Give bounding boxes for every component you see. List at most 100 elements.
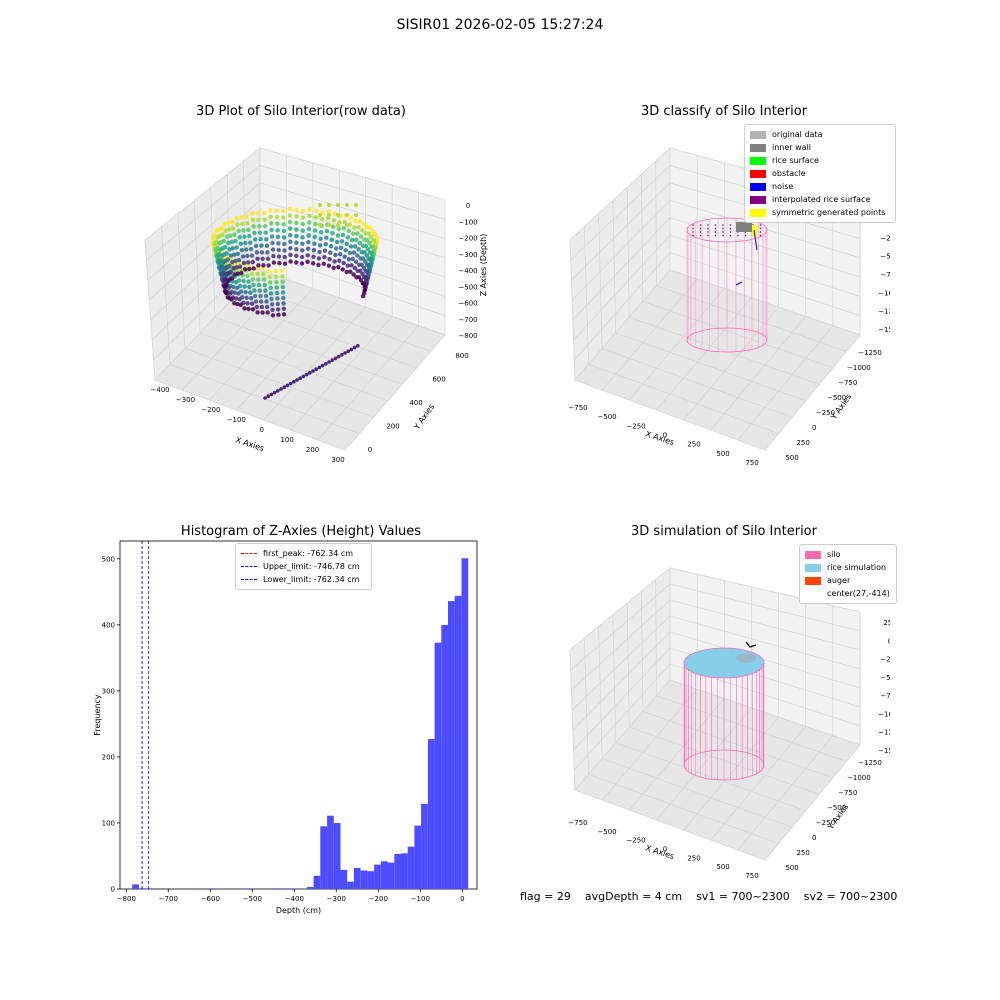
data-point: [281, 228, 287, 234]
data-point: [269, 227, 274, 233]
y-tick-label: 200: [102, 753, 115, 761]
histogram-bar: [448, 601, 455, 889]
histogram-bar: [246, 888, 254, 889]
grid-line: [669, 615, 861, 670]
data-point: [336, 223, 340, 227]
grid-line: [641, 174, 644, 302]
data-point: [304, 372, 309, 377]
grid-line: [263, 306, 366, 421]
data-point: [327, 203, 331, 207]
y-tick-label: −250: [816, 819, 835, 827]
data-point: [363, 243, 369, 249]
grid-line: [683, 716, 779, 831]
legend-swatch: [750, 182, 766, 191]
data-point: [344, 269, 349, 275]
legend-swatch: [750, 169, 766, 178]
data-point: [294, 214, 299, 219]
data-point: [320, 363, 325, 368]
data-point: [294, 253, 299, 258]
histogram-bar: [273, 888, 280, 889]
z-tick-label: −400: [458, 267, 477, 275]
y-tick-label: 300: [102, 687, 115, 695]
z-tick-label: −750: [880, 271, 890, 279]
data-point: [367, 225, 373, 230]
data-point: [280, 274, 285, 279]
data-point: [251, 224, 256, 229]
interpolated-point: [729, 224, 732, 226]
grid-line: [181, 279, 287, 391]
legend-label: original data: [772, 130, 823, 139]
grid-line: [655, 161, 657, 286]
data-point: [256, 282, 262, 288]
histogram-bar: [414, 825, 422, 889]
data-point: [243, 240, 248, 246]
data-point: [232, 301, 237, 306]
grid-line: [629, 316, 820, 385]
data-point: [275, 301, 280, 307]
data-point: [360, 293, 366, 299]
status-line: flag = 29 avgDepth = 4 cm sv1 = 700~2300 sv…: [520, 890, 911, 903]
interpolated-point: [699, 227, 702, 230]
y-tick-label: 400: [102, 621, 115, 629]
floor-pane: [574, 269, 861, 451]
x-tick-label: −250: [626, 837, 645, 845]
data-point: [242, 306, 247, 311]
data-point: [328, 244, 334, 249]
x-tick-label: −400: [285, 895, 304, 903]
floor-pane: [154, 269, 446, 451]
interpolated-point: [692, 234, 694, 237]
legend-label: inner wall: [772, 143, 812, 152]
grid-line: [598, 213, 603, 349]
data-point: [235, 222, 240, 227]
data-point: [317, 365, 322, 370]
data-point: [288, 246, 293, 251]
legend-label: silo: [827, 550, 841, 559]
data-point: [236, 291, 241, 296]
data-point: [306, 226, 312, 232]
grid-line: [669, 234, 861, 297]
legend-label: rice surface: [772, 156, 819, 165]
panel3-histogram: −800 −700 −600 −500 −400 −300 −200 −100 0 0 100 200…: [93, 540, 478, 915]
panel2-legend: original data inner wall rice surface obsta…: [744, 124, 896, 223]
data-point: [340, 267, 345, 272]
x-axis-label: X Axies: [644, 429, 675, 447]
data-point: [249, 301, 255, 306]
data-point: [225, 295, 230, 300]
data-point: [331, 265, 336, 270]
interpolated-point: [714, 231, 717, 233]
data-point: [240, 254, 246, 259]
data-point: [263, 224, 268, 229]
data-point: [281, 215, 286, 220]
data-point: [322, 255, 327, 260]
interpolated-point: [729, 231, 732, 233]
histogram-bar: [441, 624, 448, 889]
data-point: [288, 239, 293, 244]
data-point: [280, 268, 285, 273]
legend-swatch: [750, 156, 766, 165]
grid-line: [571, 200, 671, 301]
data-point: [231, 226, 236, 231]
x-tick-label: −100: [411, 895, 430, 903]
data-point: [251, 266, 256, 271]
y-tick-label: −750: [838, 379, 857, 387]
grid-line: [571, 615, 671, 711]
y-tick-label: −750: [838, 789, 857, 797]
z-tick-label: −500: [458, 283, 477, 291]
panel1-3d-scatter: −400 −300 −200 −100 0 100 200 300 0 200 400 600 800 0…: [144, 146, 488, 464]
x-tick-label: −700: [159, 895, 178, 903]
legend-swatch: [750, 195, 766, 204]
data-point: [341, 260, 346, 266]
interpolated-point: [699, 224, 702, 226]
data-point: [246, 279, 251, 284]
data-point: [361, 221, 366, 227]
data-point: [301, 374, 306, 379]
data-point: [270, 247, 276, 252]
data-point: [300, 221, 305, 227]
y-tick-label: 0: [368, 446, 372, 454]
data-point: [324, 229, 330, 234]
data-point: [321, 261, 326, 266]
interpolated-point: [759, 224, 762, 226]
data-point: [242, 234, 247, 239]
data-point: [276, 389, 280, 393]
x-tick-label: 250: [687, 854, 700, 862]
